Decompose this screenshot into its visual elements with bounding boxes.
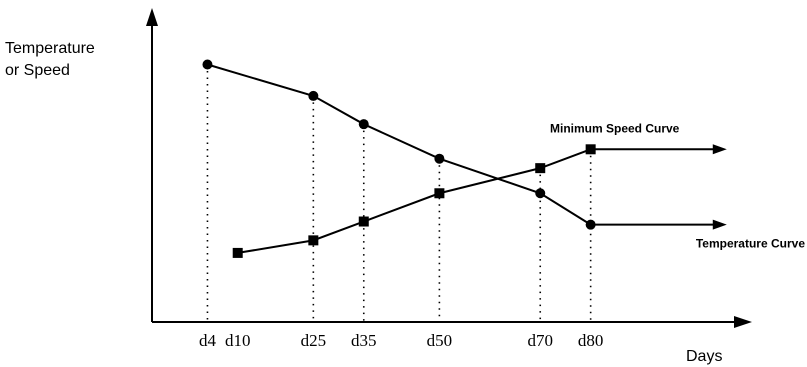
y-axis-label-line-2: or Speed	[5, 62, 70, 79]
data-point	[585, 144, 596, 155]
series-line	[207, 63, 592, 226]
drop-lines	[206, 64, 592, 322]
x-tick-label: d50	[427, 331, 453, 350]
x-tick-label: d35	[351, 331, 377, 350]
x-tick-label: d70	[527, 331, 553, 350]
series-labels: Temperature Curve Minimum Speed Curve	[550, 121, 805, 250]
series-arrow-head	[712, 144, 727, 155]
x-axis-label: Days	[686, 348, 722, 365]
x-tick-labels: d4 d10 d25 d35 d50 d70 d80	[199, 331, 603, 350]
data-point	[535, 188, 546, 199]
y-axis-arrow	[146, 8, 158, 26]
x-tick-label: d80	[578, 331, 604, 350]
data-point	[202, 59, 213, 70]
y-axis-label: Temperature or Speed	[5, 40, 95, 79]
data-point	[308, 90, 319, 101]
data-point	[358, 216, 369, 227]
y-axis-label-line-1: Temperature	[5, 40, 95, 57]
series-line	[237, 148, 592, 254]
x-tick-label: d25	[301, 331, 327, 350]
x-axis-arrow	[734, 316, 752, 328]
series-arrow-head	[712, 219, 727, 230]
data-point	[585, 219, 596, 230]
data-point	[232, 247, 243, 258]
data-point	[434, 153, 445, 164]
series-layer	[202, 59, 727, 258]
data-point	[434, 188, 445, 199]
data-point	[535, 163, 546, 174]
x-tick-label: d4	[199, 331, 217, 350]
series-label: Temperature Curve	[696, 237, 805, 251]
data-point	[358, 119, 369, 130]
data-point	[308, 235, 319, 246]
x-tick-label: d10	[225, 331, 251, 350]
series-label: Minimum Speed Curve	[550, 121, 680, 135]
